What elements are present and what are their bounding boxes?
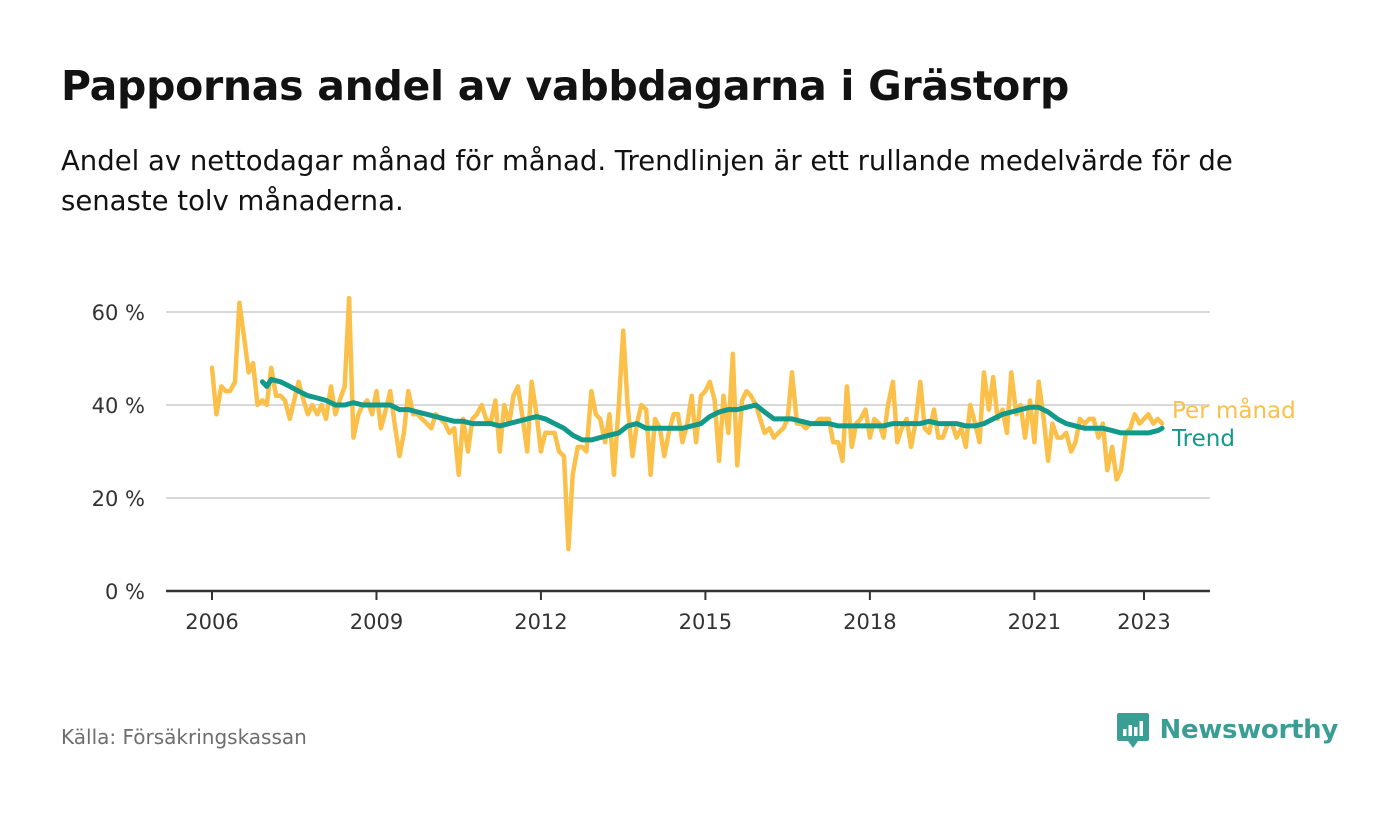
x-tick-label: 2021 xyxy=(1008,610,1061,634)
y-tick-label: 20 % xyxy=(92,487,145,511)
chart-title: Pappornas andel av vabbdagarna i Grästor… xyxy=(61,62,1070,110)
series-label-trend: Trend xyxy=(1171,426,1235,452)
y-axis-ticks: 0 % 20 % 40 % 60 % xyxy=(92,301,145,604)
x-tick-label: 2012 xyxy=(514,610,567,634)
source-note: Källa: Försäkringskassan xyxy=(61,725,307,749)
series-line-trend xyxy=(259,376,1165,443)
series-lines xyxy=(209,295,1165,552)
x-tick-label: 2009 xyxy=(350,610,403,634)
series-label-per-manad: Per månad xyxy=(1172,396,1296,424)
grid-lines xyxy=(166,311,1210,593)
x-tick-label: 2018 xyxy=(843,610,896,634)
y-tick-label: 0 % xyxy=(105,580,145,604)
x-tick-label: 2015 xyxy=(679,610,732,634)
chart-subtitle: Andel av nettodagar månad för månad. Tre… xyxy=(61,145,1233,217)
newsworthy-logo-icon xyxy=(1116,713,1149,748)
y-tick-label: 60 % xyxy=(92,301,145,325)
brand-name: Newsworthy xyxy=(1159,715,1339,745)
y-tick-label: 40 % xyxy=(92,394,145,418)
x-axis-ticks: 2006 2009 2012 2015 2018 2021 2023 xyxy=(185,591,1171,634)
series-line-per-manad xyxy=(209,295,1165,552)
brand-logo: Newsworthy xyxy=(1116,711,1338,749)
x-tick-label: 2023 xyxy=(1117,610,1170,634)
x-tick-label: 2006 xyxy=(185,610,238,634)
